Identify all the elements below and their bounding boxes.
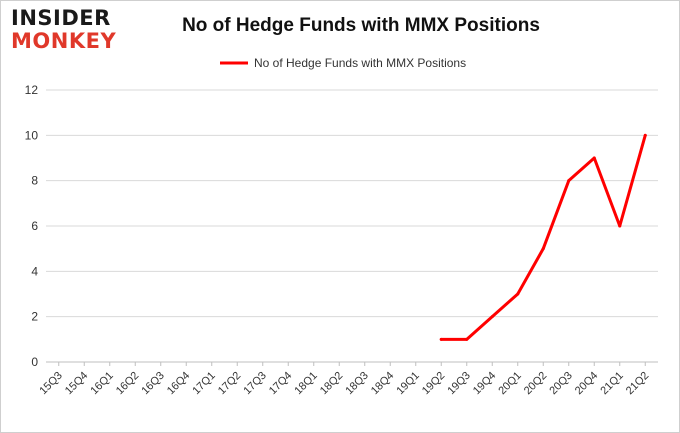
y-tick-label: 0 bbox=[31, 355, 38, 369]
x-tick-label: 18Q4 bbox=[369, 370, 397, 398]
x-tick-label: 21Q2 bbox=[624, 370, 652, 398]
chart-title: No of Hedge Funds with MMX Positions bbox=[182, 15, 540, 36]
x-tick-label: 19Q3 bbox=[445, 370, 473, 398]
x-tick-label: 19Q2 bbox=[420, 370, 448, 398]
x-tick-label: 17Q3 bbox=[241, 370, 269, 398]
data-point bbox=[490, 315, 494, 319]
y-tick-label: 2 bbox=[31, 310, 38, 324]
x-tick-label: 16Q3 bbox=[139, 370, 167, 398]
x-tick-label: 17Q4 bbox=[267, 370, 295, 398]
data-point bbox=[541, 247, 545, 251]
x-tick-label: 19Q1 bbox=[394, 370, 422, 398]
x-tick-label: 15Q3 bbox=[37, 370, 65, 398]
y-tick-label: 12 bbox=[25, 83, 39, 97]
x-tick-label: 17Q2 bbox=[216, 370, 244, 398]
y-tick-label: 8 bbox=[31, 174, 38, 188]
x-tick-label: 19Q4 bbox=[471, 370, 499, 398]
x-tick-label: 20Q3 bbox=[547, 370, 575, 398]
series-line bbox=[439, 133, 647, 341]
data-point bbox=[567, 179, 571, 183]
x-tick-label: 21Q1 bbox=[598, 370, 626, 398]
data-point bbox=[592, 156, 596, 160]
x-tick-label: 18Q3 bbox=[343, 370, 371, 398]
x-tick-label: 20Q4 bbox=[573, 370, 601, 398]
data-point bbox=[643, 133, 647, 137]
y-tick-label: 6 bbox=[31, 219, 38, 233]
x-tick-label: 16Q4 bbox=[165, 370, 193, 398]
y-tick-label: 4 bbox=[31, 264, 38, 278]
data-point bbox=[465, 337, 469, 341]
x-tick-label: 16Q2 bbox=[114, 370, 142, 398]
x-tick-label: 17Q1 bbox=[190, 370, 218, 398]
data-point bbox=[516, 292, 520, 296]
x-tick-label: 15Q4 bbox=[63, 370, 91, 398]
x-tick-label: 16Q1 bbox=[88, 370, 116, 398]
x-tick-label: 20Q2 bbox=[522, 370, 550, 398]
logo-line-2: MONKEY bbox=[11, 29, 117, 53]
legend-label: No of Hedge Funds with MMX Positions bbox=[254, 56, 466, 70]
logo-line-1: INSIDER bbox=[11, 6, 111, 30]
data-point bbox=[618, 224, 622, 228]
x-tick-label: 20Q1 bbox=[496, 370, 524, 398]
x-tick-label: 18Q1 bbox=[292, 370, 320, 398]
insider-monkey-logo: INSIDER MONKEY bbox=[11, 7, 131, 57]
y-tick-label: 10 bbox=[25, 128, 39, 142]
x-tick-label: 18Q2 bbox=[318, 370, 346, 398]
data-point bbox=[439, 337, 443, 341]
